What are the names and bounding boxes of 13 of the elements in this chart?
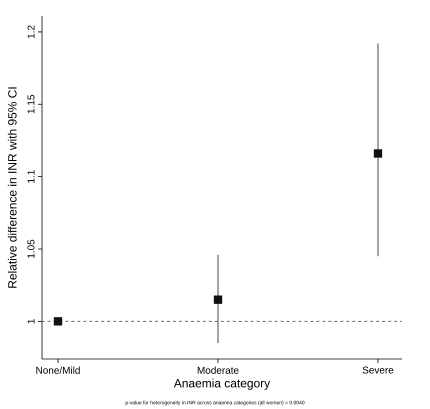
- y-tick-label: 1: [28, 319, 34, 324]
- y-tick-label: 1.15: [28, 95, 34, 114]
- x-tick-label: Severe: [362, 366, 394, 374]
- point: [374, 149, 382, 158]
- y-tick-label: 1.2: [28, 25, 34, 38]
- point: [54, 317, 62, 326]
- x-axis-title: Anaemia category: [174, 378, 270, 390]
- y-tick-label: 1.1: [28, 170, 34, 183]
- y-tick-label: 1.05: [27, 240, 34, 258]
- x-tick-label: None/Mild: [36, 366, 80, 374]
- y-axis-title: Relative difference in INR with 95% CI: [8, 87, 17, 288]
- x-tick-label: Moderate: [198, 366, 239, 374]
- point: [214, 295, 222, 304]
